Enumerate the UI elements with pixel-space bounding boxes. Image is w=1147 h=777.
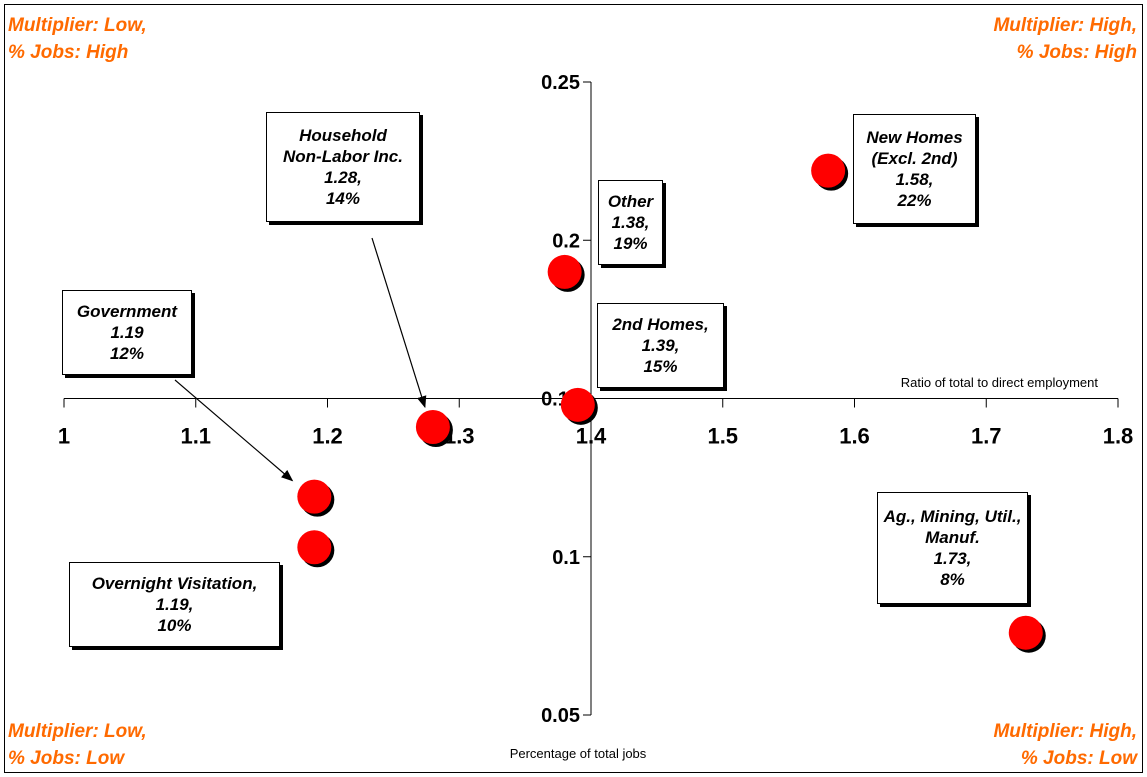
x-tick-label: 1.1 bbox=[180, 424, 211, 449]
callout-household-non-labor: Household Non-Labor Inc. 1.28, 14% bbox=[266, 112, 420, 222]
y-tick-label: 0.25 bbox=[541, 72, 580, 94]
plot-border bbox=[4, 4, 1143, 773]
x-tick-label: 1 bbox=[58, 424, 70, 449]
data-point bbox=[811, 153, 846, 188]
callout-other: Other 1.38, 19% bbox=[598, 180, 663, 265]
y-tick-label: 0.2 bbox=[552, 230, 580, 252]
x-tick-label: 1.5 bbox=[707, 424, 738, 449]
callout-arrow bbox=[174, 379, 294, 482]
x-axis-ticks: 1 1.1 1.2 1.3 1.4 1.5 1.6 1.7 1.8 bbox=[58, 398, 1134, 449]
quadrant-label-top-right: Multiplier: High, % Jobs: High bbox=[993, 15, 1137, 63]
data-point bbox=[415, 409, 450, 444]
callout-government: Government 1.19 12% bbox=[62, 290, 192, 375]
callout-arrows bbox=[174, 237, 427, 482]
x-tick-label: 1.4 bbox=[576, 424, 607, 449]
y-tick-label: 0.05 bbox=[541, 705, 580, 727]
data-point bbox=[560, 387, 595, 422]
data-point bbox=[547, 254, 582, 289]
x-axis-title: Ratio of total to direct employment bbox=[901, 375, 1099, 390]
data-points bbox=[297, 153, 1046, 653]
y-axis-title: Percentage of total jobs bbox=[510, 746, 647, 761]
x-tick-label: 1.7 bbox=[971, 424, 1002, 449]
data-point bbox=[297, 530, 332, 565]
callout-ag-mining-util-manuf: Ag., Mining, Util., Manuf. 1.73, 8% bbox=[877, 492, 1028, 604]
callout-new-homes: New Homes (Excl. 2nd) 1.58, 22% bbox=[853, 114, 976, 224]
x-tick-label: 1.6 bbox=[839, 424, 870, 449]
callout-arrow bbox=[371, 237, 427, 409]
x-tick-label: 1.2 bbox=[312, 424, 343, 449]
quadrant-label-top-left: Multiplier: Low, % Jobs: High bbox=[8, 15, 147, 63]
quadrant-label-bottom-left: Multiplier: Low, % Jobs: Low bbox=[8, 721, 147, 769]
callout-overnight-visitation: Overnight Visitation, 1.19, 10% bbox=[69, 562, 280, 647]
x-tick-label: 1.8 bbox=[1103, 424, 1134, 449]
quadrant-label-bottom-right: Multiplier: High, % Jobs: Low bbox=[993, 721, 1137, 769]
y-tick-label: 0.1 bbox=[552, 547, 580, 569]
callout-second-homes: 2nd Homes, 1.39, 15% bbox=[597, 303, 724, 388]
data-point bbox=[1008, 615, 1043, 650]
data-point bbox=[297, 479, 332, 514]
